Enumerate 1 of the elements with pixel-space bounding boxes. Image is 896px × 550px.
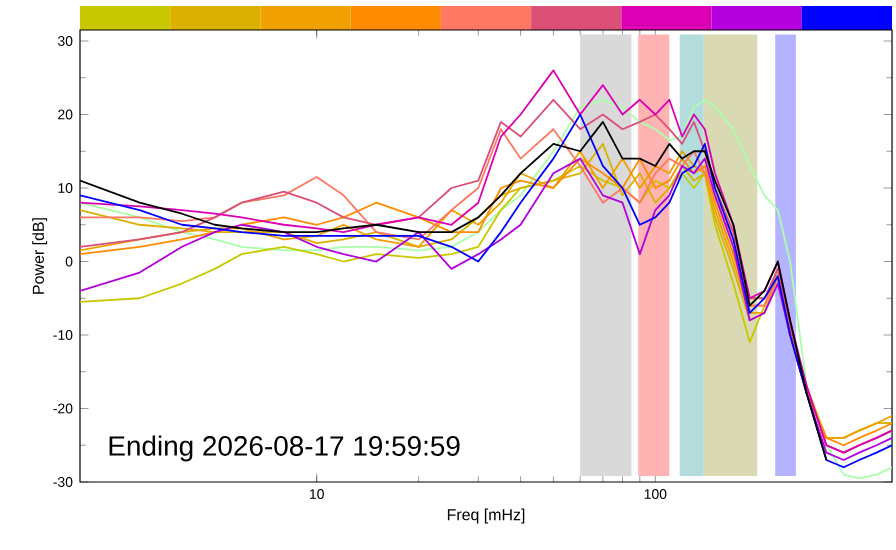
annotation: Ending 2026-08-17 19:59:59 (109, 435, 460, 462)
